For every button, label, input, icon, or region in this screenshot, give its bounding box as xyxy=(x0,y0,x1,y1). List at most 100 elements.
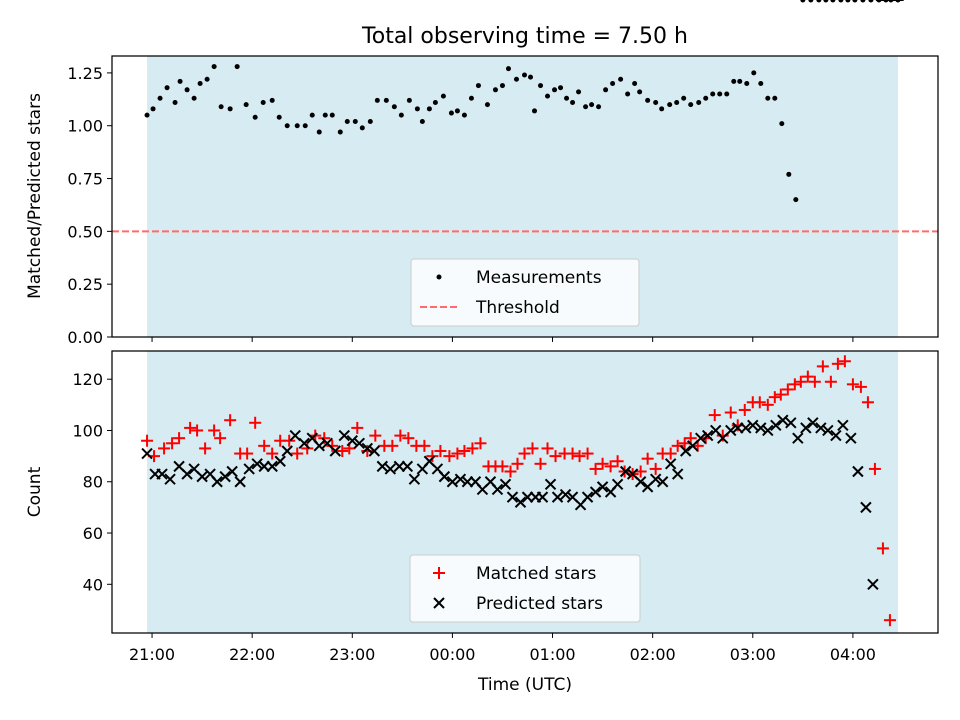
matched-star-point xyxy=(266,447,279,460)
bottom-xtick-label: 04:00 xyxy=(830,645,876,664)
predicted-star-point xyxy=(329,445,341,457)
measurement-point xyxy=(426,106,432,112)
bottom-xtick-label: 23:00 xyxy=(329,645,375,664)
bottom-ytick-label: 100 xyxy=(72,421,103,440)
measurement-point xyxy=(816,0,822,3)
measurement-point xyxy=(211,64,217,70)
bottom-xtick-label: 21:00 xyxy=(129,645,175,664)
measurement-point xyxy=(681,95,687,101)
matched-star-point xyxy=(386,439,399,452)
predicted-star-point xyxy=(446,476,459,488)
measurement-point xyxy=(468,95,474,101)
measurement-point xyxy=(800,0,806,3)
predicted-star-point xyxy=(454,473,467,485)
predicted-star-point xyxy=(581,491,594,503)
predicted-star-point xyxy=(156,468,168,480)
measurement-point xyxy=(406,97,412,103)
measurement-point xyxy=(448,110,454,116)
matched-star-point xyxy=(649,462,662,475)
matched-star-point xyxy=(208,424,221,437)
predicted-star-point xyxy=(499,478,512,491)
measurement-point xyxy=(164,85,170,91)
bottom-ytick-label: 120 xyxy=(72,370,103,389)
matched-star-point xyxy=(336,444,349,457)
predicted-star-point xyxy=(353,437,366,449)
measurement-point xyxy=(260,99,266,105)
predicted-star-point xyxy=(274,455,286,467)
matched-star-point xyxy=(504,465,517,478)
top-legend-box xyxy=(410,258,640,327)
predicted-star-point xyxy=(596,481,609,493)
predicted-star-point xyxy=(770,419,782,432)
predicted-star-point xyxy=(656,476,669,488)
matched-star-point xyxy=(664,447,677,460)
measurement-point xyxy=(475,83,481,89)
matched-star-point xyxy=(466,442,479,455)
measurement-point xyxy=(144,112,150,118)
matched-star-point xyxy=(291,447,304,460)
legend-predicted-marker xyxy=(433,597,445,609)
matched-star-point xyxy=(301,442,314,455)
measurement-point xyxy=(830,0,836,3)
measurement-point xyxy=(383,97,389,103)
measurement-point xyxy=(838,0,844,3)
matched-star-point xyxy=(768,391,781,404)
predicted-star-point xyxy=(664,458,677,470)
measurement-point xyxy=(653,99,659,105)
measurement-point xyxy=(860,0,866,3)
measurement-point xyxy=(521,72,527,78)
measurement-point xyxy=(724,91,730,97)
measurement-point xyxy=(674,99,680,105)
matched-star-point xyxy=(166,437,179,450)
matched-star-point xyxy=(258,439,271,452)
measurement-point xyxy=(610,80,616,86)
top-ytick-label: 0.50 xyxy=(67,222,103,241)
matched-star-point xyxy=(526,442,539,455)
matched-star-point xyxy=(474,437,487,450)
measurement-point xyxy=(499,83,505,89)
measurement-point xyxy=(172,99,178,105)
legend-measurement-marker xyxy=(436,274,442,280)
predicted-star-point xyxy=(740,422,752,434)
predicted-star-point xyxy=(725,424,737,437)
predicted-star-point xyxy=(211,476,223,488)
measurement-point xyxy=(576,89,582,95)
bottom-xtick-label: 03:00 xyxy=(730,645,776,664)
measurement-point xyxy=(367,118,373,124)
top-ytick-label: 0.75 xyxy=(67,170,103,189)
predicted-star-point xyxy=(755,422,767,434)
bottom-ytick-label: 60 xyxy=(83,524,103,543)
matched-star-point xyxy=(761,398,774,411)
measurement-point xyxy=(552,87,558,93)
predicted-star-point xyxy=(361,442,374,455)
matched-star-point xyxy=(781,383,794,396)
predicted-star-point xyxy=(544,478,557,491)
measurement-point xyxy=(717,91,723,97)
bottom-panel-frame xyxy=(111,350,939,634)
matched-star-point xyxy=(774,388,787,401)
matched-star-point xyxy=(883,614,896,627)
measurement-point xyxy=(243,102,249,108)
matched-star-point xyxy=(534,457,547,470)
bottom-xtick-label: 22:00 xyxy=(229,645,275,664)
matched-star-point xyxy=(361,444,374,457)
predicted-star-point xyxy=(747,419,759,432)
measurement-point xyxy=(398,112,404,118)
matched-star-point xyxy=(854,380,867,393)
predicted-star-point xyxy=(234,476,246,488)
matched-star-point xyxy=(191,424,204,437)
bottom-xtick-label: 00:00 xyxy=(429,645,475,664)
measurement-point xyxy=(744,80,750,86)
measurement-point xyxy=(322,112,328,118)
measurement-point xyxy=(823,0,829,3)
top-ytick-label: 0.00 xyxy=(67,328,103,347)
measurement-point xyxy=(150,106,156,112)
measurement-point xyxy=(589,102,595,108)
matched-star-point xyxy=(426,450,439,463)
measurement-point xyxy=(751,70,757,76)
matched-star-point xyxy=(249,416,262,429)
measurement-point xyxy=(603,87,609,93)
predicted-star-point xyxy=(867,578,879,590)
measurement-point xyxy=(227,106,233,112)
top-ytick-label: 0.25 xyxy=(67,275,103,294)
